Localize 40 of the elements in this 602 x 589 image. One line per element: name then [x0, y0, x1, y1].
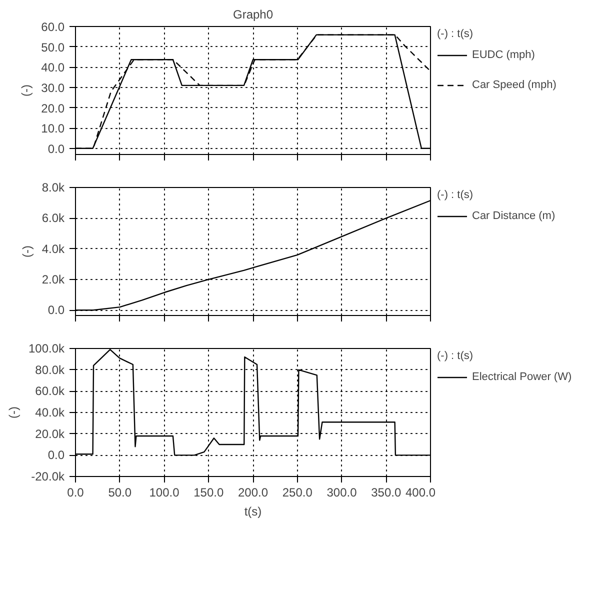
y-tick-label: 40.0k [35, 406, 66, 420]
x-tick-label: 250.0 [282, 486, 313, 500]
y-tick-label: 0.0 [48, 303, 65, 318]
x-tick-label: 100.0 [149, 486, 180, 500]
y-tick-label: 20.0 [41, 101, 65, 116]
y-tick-label: 2.0k [42, 272, 66, 286]
y-tick-label: 30.0 [41, 80, 65, 95]
y-tick-label: 6.0k [42, 211, 66, 226]
y-tick-label: 40.0 [41, 60, 65, 75]
legend-label: Car Speed (mph) [472, 79, 556, 91]
legend-label: EUDC (mph) [472, 49, 536, 61]
x-tick-label: 0.0 [67, 486, 84, 500]
y-tick-label: 8.0k [42, 180, 66, 194]
y-tick-label: 60.0k [35, 384, 66, 398]
x-tick-label: 400.0 [405, 486, 436, 500]
x-axis-title: t(s) [244, 504, 262, 518]
x-tick-label: 350.0 [371, 486, 402, 500]
y-tick-label: 50.0 [41, 40, 65, 54]
x-tick-label: 200.0 [238, 486, 268, 500]
y-tick-label: 0.0 [48, 142, 65, 156]
y-tick-label: 4.0k [42, 242, 66, 256]
y-tick-label: 80.0k [35, 362, 66, 377]
x-tick-label: 300.0 [326, 486, 358, 500]
legend-title: (-) : t(s) [437, 28, 474, 40]
x-tick-label: 50.0 [108, 486, 132, 500]
y-tick-label: -20.0k [31, 470, 66, 484]
legend-title: (-) : t(s) [437, 189, 474, 201]
legend-label: Car Distance (m) [472, 210, 556, 222]
legend-label: Electrical Power (W) [472, 371, 572, 383]
x-tick-label: 150.0 [194, 486, 224, 500]
y-axis-title: (-) [19, 84, 34, 96]
y-tick-label: 20.0k [35, 426, 66, 441]
y-axis-title: (-) [20, 245, 34, 258]
y-tick-label: 100.0k [28, 342, 66, 356]
chart-title: Graph0 [232, 8, 274, 22]
y-axis-title: (-) [6, 406, 20, 418]
legend-title: (-) : t(s) [437, 350, 474, 362]
y-tick-label: 0.0 [48, 448, 65, 462]
y-tick-label: 10.0 [41, 122, 65, 136]
y-tick-label: 60.0 [41, 20, 65, 34]
